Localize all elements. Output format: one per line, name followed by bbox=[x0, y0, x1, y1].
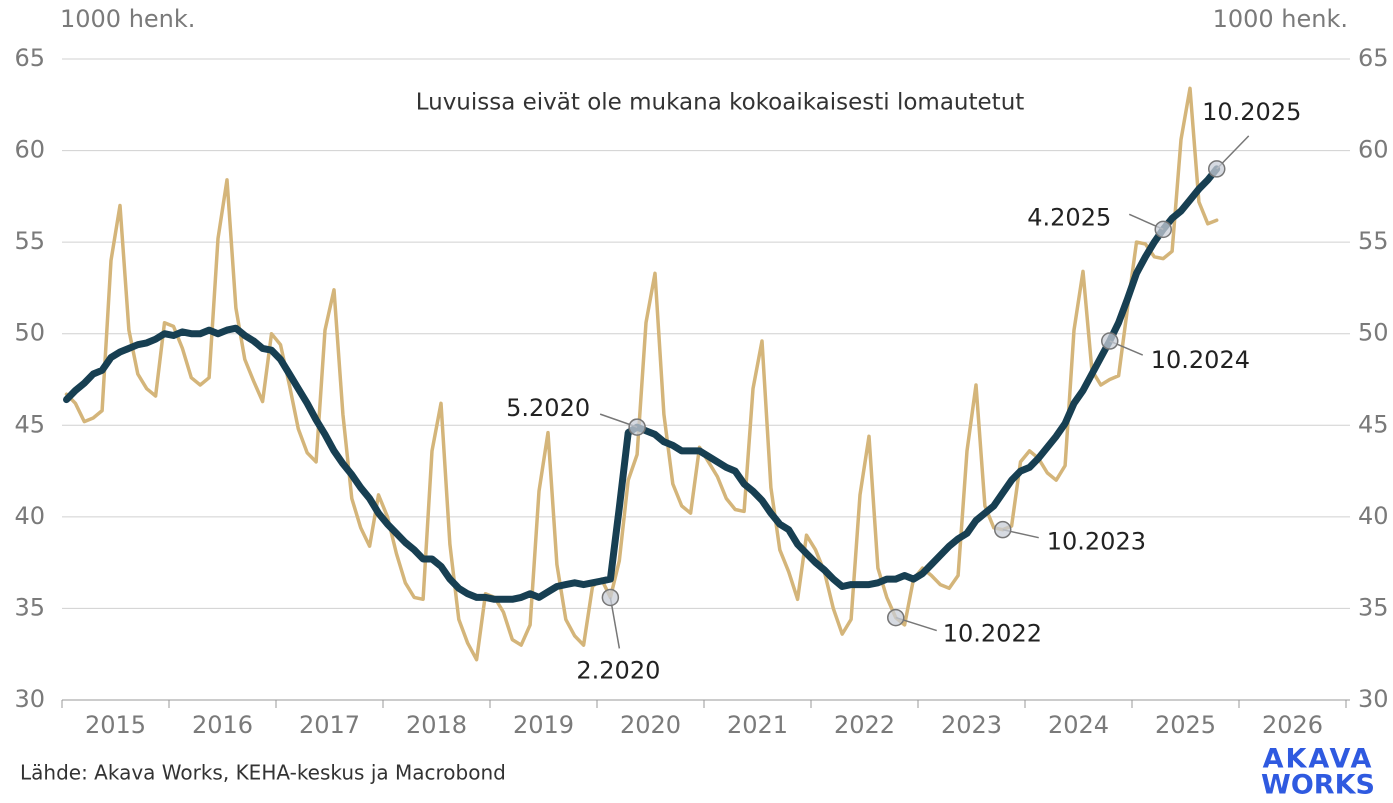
x-tick-label: 2024 bbox=[1048, 711, 1109, 739]
point-marker bbox=[1154, 220, 1172, 239]
point-marker bbox=[1100, 332, 1119, 350]
annotation-label: 4.2025 bbox=[1027, 203, 1111, 231]
annotation-label: 10.2022 bbox=[943, 620, 1042, 648]
annotation-label: 10.2025 bbox=[1202, 98, 1301, 126]
note: Luvuissa eivät ole mukana kokoaikaisesti… bbox=[416, 90, 1025, 116]
annotation-label: 5.2020 bbox=[506, 394, 590, 422]
y-axis-label: 1000 henk. bbox=[60, 5, 195, 33]
series-line bbox=[64, 86, 1219, 662]
y-tick-label: 30 bbox=[14, 685, 45, 713]
x-tick-label: 2026 bbox=[1262, 711, 1323, 739]
x-tick-label: 2025 bbox=[1155, 711, 1216, 739]
y2-tick-label: 60 bbox=[1358, 136, 1389, 164]
annotation-label: 2.2020 bbox=[576, 656, 660, 684]
y2-tick-label: 50 bbox=[1358, 319, 1389, 347]
y2-tick-label: 35 bbox=[1358, 593, 1389, 621]
point-marker bbox=[886, 608, 905, 627]
y2-tick-label: 30 bbox=[1358, 685, 1389, 713]
point-marker bbox=[628, 418, 646, 436]
annotation-label: 10.2024 bbox=[1151, 346, 1250, 374]
y2-axis-label: 1000 henk. bbox=[1213, 5, 1348, 33]
logo-line1: AKAVA bbox=[1263, 744, 1374, 775]
y-tick-label: 55 bbox=[14, 227, 45, 255]
x-tick-label: 2020 bbox=[620, 711, 681, 739]
x-tick-label: 2015 bbox=[85, 711, 146, 739]
point-marker bbox=[601, 588, 620, 607]
y2-tick-label: 45 bbox=[1358, 410, 1389, 438]
y2-tick-label: 65 bbox=[1358, 44, 1389, 72]
y-tick-label: 40 bbox=[14, 502, 45, 530]
x-tick-label: 2018 bbox=[406, 711, 467, 739]
y-tick-label: 65 bbox=[14, 44, 45, 72]
y2-tick-label: 55 bbox=[1358, 227, 1389, 255]
x-tick-label: 2016 bbox=[192, 711, 253, 739]
x-tick-label: 2021 bbox=[727, 711, 788, 739]
y-tick-label: 45 bbox=[14, 410, 45, 438]
x-tick-label: 2019 bbox=[513, 711, 574, 739]
x-tick-label: 2023 bbox=[941, 711, 1002, 739]
y-tick-label: 50 bbox=[14, 319, 45, 347]
x-tick-label: 2022 bbox=[834, 711, 895, 739]
y2-tick-label: 40 bbox=[1358, 502, 1389, 530]
source: Lähde: Akava Works, KEHA-keskus ja Macro… bbox=[20, 761, 506, 785]
point-marker bbox=[993, 520, 1012, 539]
x-tick-label: 2017 bbox=[299, 711, 360, 739]
point-marker bbox=[1207, 160, 1226, 178]
logo-line2: WORKS bbox=[1261, 770, 1375, 801]
y-tick-label: 60 bbox=[14, 136, 45, 164]
y-tick-label: 35 bbox=[14, 593, 45, 621]
annotation-label: 10.2023 bbox=[1047, 528, 1146, 556]
